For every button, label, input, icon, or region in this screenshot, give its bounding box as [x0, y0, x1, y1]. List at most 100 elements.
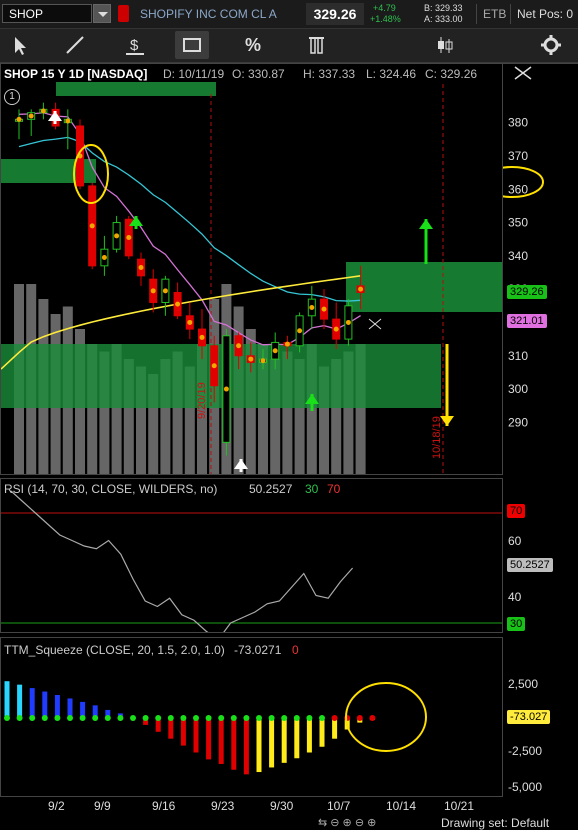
signal-dot: [236, 343, 242, 349]
volume-bar: [111, 344, 122, 474]
time-axis[interactable]: 9/2 9/9 9/16 9/23 9/30 10/7 10/14 10/21: [0, 797, 503, 828]
demand-zone: [1, 344, 441, 408]
ttm-bar: [143, 718, 149, 725]
drawing-toolbar: [0, 29, 578, 63]
squeeze-dot: [41, 715, 48, 721]
alert-flag-icon[interactable]: [118, 5, 129, 22]
squeeze-dot: [155, 715, 162, 721]
rsi-pane[interactable]: RSI (14, 70, 30, CLOSE, WILDERS, no) 50.…: [0, 478, 503, 633]
rsi-tick-40: 40: [508, 590, 522, 604]
volume-bar: [258, 344, 268, 474]
moving-average-tag: 321.01: [507, 314, 547, 328]
ttm-bar: [155, 718, 161, 732]
ttm-bar: [319, 718, 325, 747]
squeeze-dot: [29, 715, 36, 721]
squeeze-dot: [331, 715, 338, 721]
gear-icon: [541, 35, 561, 55]
price-axis[interactable]: 380370360350340330320310300290 329.26 32…: [480, 61, 578, 475]
zoom-controls[interactable]: ⇆ ⊖ ⊕ ⊖ ⊕: [318, 817, 377, 829]
rsi-axis[interactable]: 70 60 50.2527 40 30: [503, 478, 578, 633]
target-zone: [346, 262, 502, 312]
squeeze-dot: [230, 715, 237, 721]
studies-button[interactable]: [300, 31, 334, 59]
signal-dot: [309, 304, 315, 310]
price-axis-svg: 380370360350340330320310300290: [480, 116, 544, 429]
entry-arrow-head: [129, 216, 143, 226]
bar-low: L: 324.46: [366, 67, 417, 81]
ttm-bar: [243, 718, 249, 775]
signal-dot: [187, 319, 193, 325]
line-icon: [66, 36, 84, 54]
percent-tool-button[interactable]: %: [244, 35, 261, 55]
info-icon[interactable]: 1: [4, 89, 20, 105]
last-price-tag: 329.26: [507, 285, 547, 299]
volume-bar: [331, 359, 342, 474]
volume-bar: [294, 359, 305, 474]
ttm-bar: [281, 718, 287, 763]
ttm-bar: [256, 718, 262, 773]
rsi-line: [10, 490, 354, 632]
last-price: 329.26: [306, 3, 364, 25]
price-tick: 340: [508, 249, 528, 263]
ttm-bar: [306, 718, 312, 753]
ttm-axis[interactable]: 2,500 -73.027 -2,500 -5,000: [503, 637, 578, 797]
bearish-arrow-head: [440, 416, 454, 426]
price-tick: 290: [508, 415, 528, 429]
ttm-bar: [332, 718, 338, 739]
chart-style-button[interactable]: [428, 31, 462, 59]
squeeze-dot: [256, 715, 262, 721]
pointer-tool-button[interactable]: [2, 31, 36, 59]
ttm-bar: [29, 688, 35, 718]
xtick: 10/21: [444, 799, 475, 813]
ttm-svg: [4, 681, 427, 775]
ttm-bar: [92, 705, 98, 718]
volume-bar: [184, 366, 195, 474]
rectangle-tool-button[interactable]: [175, 31, 209, 59]
symbol-input[interactable]: SHOP: [2, 4, 92, 23]
ttm-bar: [294, 718, 300, 759]
highlight-circle: [73, 144, 109, 204]
squeeze-dot: [104, 715, 111, 721]
squeeze-dot: [293, 715, 300, 721]
line-tool-button[interactable]: [58, 31, 92, 59]
rsi-value: 50.2527: [249, 482, 293, 496]
squeeze-dot: [67, 715, 73, 721]
price-tick: 300: [508, 382, 528, 396]
bid-price: B: 329.33: [424, 3, 463, 13]
ttm-bar: [168, 718, 174, 739]
squeeze-dot: [54, 715, 61, 721]
signal-dot: [284, 341, 290, 347]
price-level-icon: $: [126, 37, 144, 55]
squeeze-dot: [167, 715, 174, 721]
chart-settings-button[interactable]: [534, 31, 568, 59]
squeeze-dot: [218, 715, 225, 721]
signal-dot: [40, 108, 46, 114]
squeeze-dot: [306, 715, 313, 721]
rsi-svg: [1, 490, 502, 632]
squeeze-dot: [16, 715, 23, 721]
price-chart-svg: [1, 82, 502, 474]
price-tick: 350: [508, 216, 528, 230]
ema-fast-line: [18, 112, 361, 346]
rsi-value-tag: 50.2527: [507, 558, 553, 572]
drawing-set-selector[interactable]: Drawing set: Default: [441, 816, 550, 830]
rsi-title: RSI (14, 70, 30, CLOSE, WILDERS, no): [4, 482, 218, 496]
signal-dot: [28, 113, 34, 119]
ttm-squeeze-pane[interactable]: TTM_Squeeze (CLOSE, 20, 1.5, 2.0, 1.0) -…: [0, 637, 503, 797]
signal-dot: [199, 334, 205, 340]
signal-dot: [321, 306, 327, 312]
squeeze-dot: [142, 715, 149, 721]
price-level-tool-button[interactable]: $: [118, 31, 152, 59]
ttm-bar: [218, 718, 224, 764]
signal-dot: [162, 288, 168, 294]
signal-dot: [345, 319, 351, 325]
volume-bar: [172, 351, 183, 474]
squeeze-dot: [243, 715, 250, 721]
company-name: SHOPIFY INC COM CL A: [140, 7, 277, 21]
price-tick: 370: [508, 149, 528, 163]
svg-text:$: $: [130, 37, 139, 54]
symbol-dropdown-button[interactable]: [93, 4, 111, 23]
expand-icon[interactable]: [511, 61, 537, 85]
price-chart-pane[interactable]: SHOP 15 Y 1D [NASDAQ] D: 10/11/19 O: 330…: [0, 63, 503, 475]
squeeze-dot: [79, 715, 86, 721]
